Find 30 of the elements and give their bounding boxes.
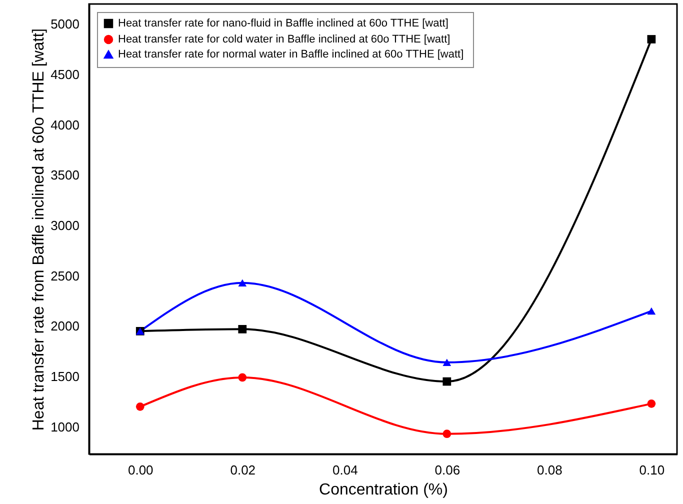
y-tick-label: 3000 — [50, 218, 80, 233]
point — [238, 373, 247, 382]
y-tick-label: 5000 — [50, 16, 80, 32]
y-tick-label: 4500 — [50, 66, 80, 82]
point — [238, 279, 247, 286]
y-tick-label: 3500 — [50, 168, 80, 183]
point — [647, 307, 656, 315]
point — [442, 358, 452, 366]
x-tick-label: 0.10 — [639, 462, 665, 478]
point — [647, 399, 656, 408]
point — [442, 430, 452, 438]
legend-label: Heat transfer rate for nano-fluid in Baffle inclined at 60o TTHE [watt] — [118, 18, 448, 30]
legend-label: Heat transfer rate for cold water in Baffle inclined at 60o TTHE [watt] — [118, 34, 450, 46]
legend-label: Heat transfer rate for normal water in Baffle inclined at 60o TTHE [watt] — [118, 48, 464, 60]
point — [647, 35, 656, 44]
x-tick-label: 0.04 — [332, 462, 358, 478]
y-axis-title: Heat transfer rate from Baffle inclined at 60o TTHE [watt] — [30, 28, 48, 431]
x-tick-label: 0.08 — [537, 462, 562, 478]
x-axis-title: Concentration (%) — [319, 482, 448, 498]
y-tick-label: 1500 — [50, 368, 80, 384]
point — [136, 402, 144, 411]
y-tick-label: 4000 — [50, 117, 80, 132]
y-tick-label: 1000 — [50, 419, 80, 434]
y-tick-label: 2000 — [50, 318, 80, 334]
point — [238, 324, 247, 334]
x-tick-label: 0.06 — [434, 462, 460, 478]
x-tick-label: 0.02 — [230, 462, 256, 478]
point — [442, 377, 452, 386]
y-tick-label: 2500 — [50, 268, 80, 284]
x-tick-label: 0.00 — [128, 462, 154, 478]
